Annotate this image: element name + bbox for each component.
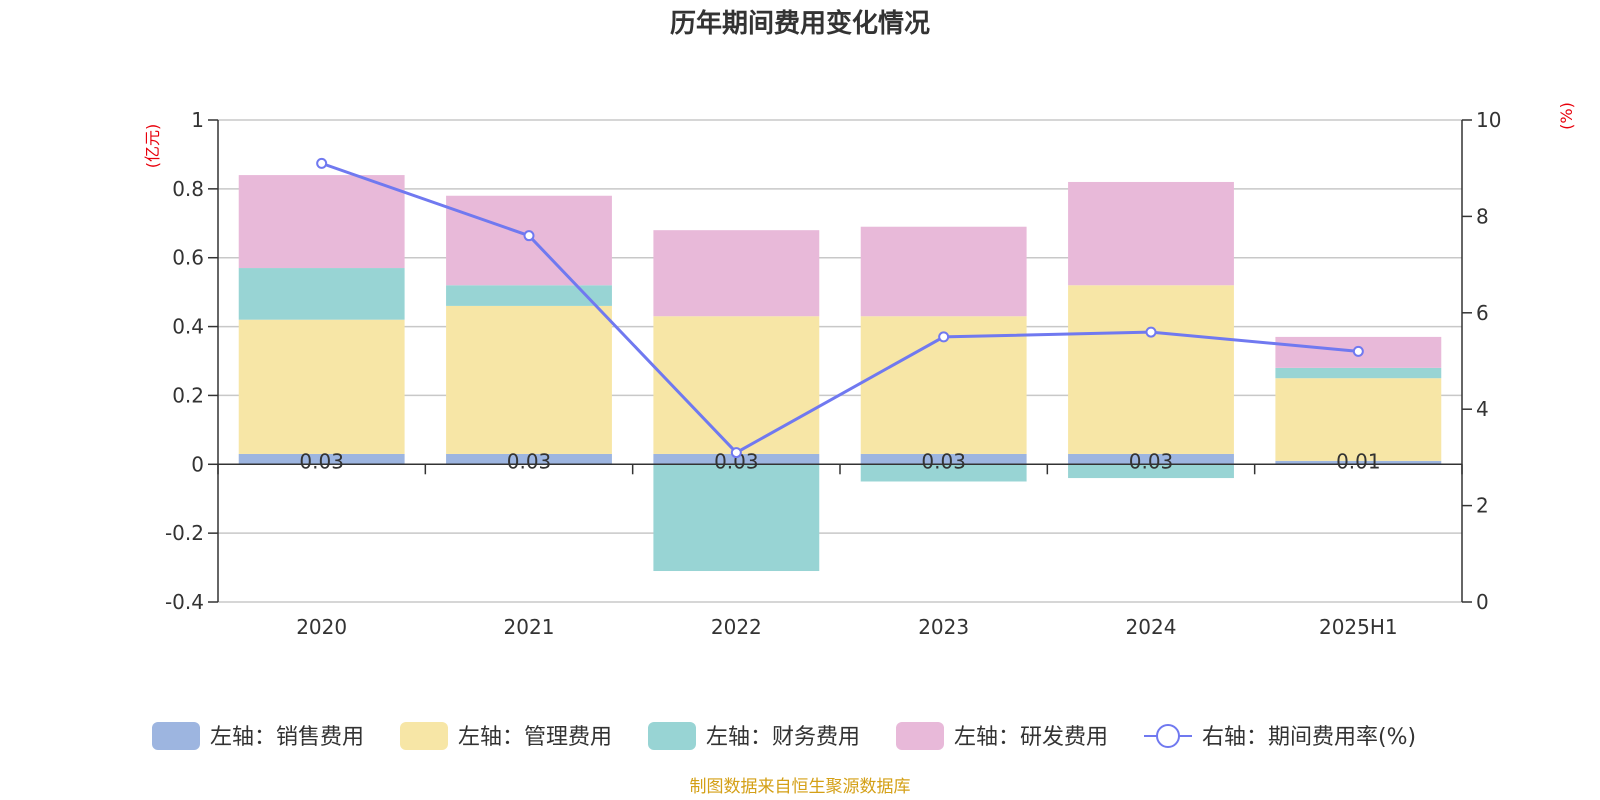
bar-data-label: 0.01 bbox=[1336, 449, 1381, 473]
legend-swatch bbox=[400, 722, 448, 750]
bar-segment bbox=[1068, 453, 1234, 465]
bar-data-label: 0.03 bbox=[1129, 449, 1174, 473]
legend-swatch bbox=[152, 722, 200, 750]
left-tick-label: -0.4 bbox=[165, 590, 204, 614]
legend-label: 左轴：财务费用 bbox=[706, 725, 860, 750]
rate-line bbox=[321, 161, 1359, 455]
bar-segment bbox=[1068, 285, 1234, 454]
left-tick-label: 0.2 bbox=[172, 383, 204, 407]
left-tick-label: 1 bbox=[191, 108, 204, 132]
source-note: 制图数据来自恒生聚源数据库 bbox=[690, 777, 911, 797]
right-tick-label: 4 bbox=[1476, 397, 1489, 421]
right-tick-label: 10 bbox=[1476, 108, 1501, 132]
bar-data-label: 0.03 bbox=[921, 449, 966, 473]
bar-segment bbox=[1275, 378, 1442, 461]
legend-swatch bbox=[896, 722, 944, 750]
category-label: 2023 bbox=[918, 615, 969, 639]
legend-swatch bbox=[648, 722, 696, 750]
bar-segment bbox=[238, 268, 405, 320]
legend-marker bbox=[1156, 724, 1180, 748]
bar-segment bbox=[238, 319, 405, 454]
left-tick-label: 0.4 bbox=[172, 315, 204, 339]
bar-segment bbox=[860, 464, 1027, 482]
bar-segment bbox=[238, 453, 405, 465]
rate-point bbox=[1145, 326, 1157, 338]
chart-title: 历年期间费用变化情况 bbox=[670, 8, 930, 39]
left-tick-label: 0.8 bbox=[172, 177, 204, 201]
category-label: 2022 bbox=[711, 615, 762, 639]
bars-group bbox=[238, 175, 1442, 572]
bar-segment bbox=[860, 453, 1027, 465]
category-label: 2020 bbox=[296, 615, 347, 639]
bar-segment bbox=[653, 453, 820, 465]
bar-data-label: 0.03 bbox=[507, 449, 552, 473]
right-tick-label: 6 bbox=[1476, 301, 1489, 325]
legend-label: 左轴：销售费用 bbox=[210, 725, 364, 750]
right-tick-label: 2 bbox=[1476, 494, 1489, 518]
rate-point bbox=[938, 331, 950, 343]
bar-segment bbox=[1275, 367, 1442, 379]
bar-segment bbox=[1068, 181, 1234, 286]
bar-segment bbox=[446, 285, 612, 306]
bar-segment bbox=[860, 226, 1027, 317]
rate-line-group bbox=[316, 157, 1364, 459]
bar-segment bbox=[653, 230, 820, 317]
left-tick-label: -0.2 bbox=[165, 521, 204, 545]
rate-point bbox=[730, 447, 742, 459]
right-tick-label: 0 bbox=[1476, 590, 1489, 614]
category-label: 2024 bbox=[1126, 615, 1177, 639]
bar-segment bbox=[446, 305, 612, 454]
legend-label: 左轴：研发费用 bbox=[954, 725, 1108, 750]
category-label: 2025H1 bbox=[1319, 615, 1398, 639]
bar-segment bbox=[653, 464, 820, 572]
bar-segment bbox=[446, 453, 612, 465]
bar-segment bbox=[1068, 464, 1234, 479]
bar-segment bbox=[1275, 460, 1442, 465]
bar-data-label: 0.03 bbox=[299, 449, 344, 473]
legend-label: 右轴：期间费用率(%) bbox=[1202, 725, 1416, 750]
rate-point bbox=[316, 157, 328, 169]
left-axis-unit: (亿元) bbox=[143, 124, 162, 169]
bar-segment bbox=[238, 175, 405, 269]
right-axis-unit: (%) bbox=[1557, 102, 1576, 130]
left-tick-label: 0 bbox=[191, 452, 204, 476]
left-tick-label: 0.6 bbox=[172, 246, 204, 270]
category-label: 2021 bbox=[504, 615, 555, 639]
right-tick-label: 8 bbox=[1476, 204, 1489, 228]
rate-point bbox=[523, 230, 535, 242]
rate-point bbox=[1352, 345, 1364, 357]
legend-label: 左轴：管理费用 bbox=[458, 725, 612, 750]
legend: 左轴：销售费用 左轴：管理费用 左轴：财务费用 左轴：研发费用 右轴：期间费用率(%) bbox=[152, 722, 1416, 750]
bar-segment bbox=[653, 316, 820, 454]
